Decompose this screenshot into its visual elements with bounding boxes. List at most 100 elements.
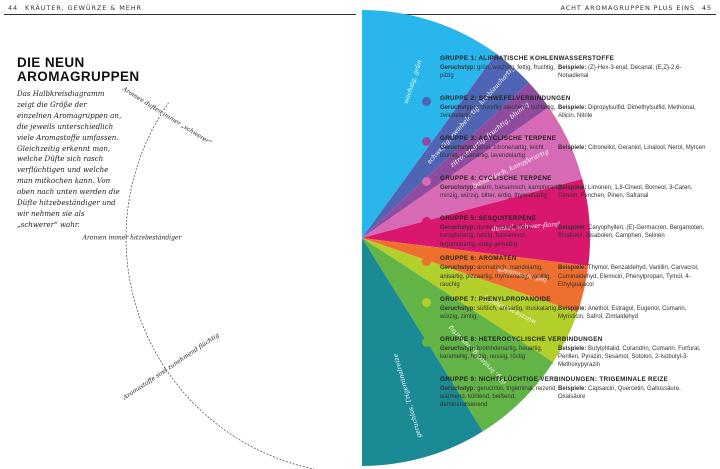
guide-arc-labels: Aromen duften immer „schwerer“ Aromen imm… [82, 85, 221, 402]
beispiele-text: Thymol, Benzaldehyd, Vanillin, Carvacrol… [558, 265, 699, 288]
beispiele-label: Beispiele: [558, 305, 587, 312]
chart-segment-9 [362, 238, 483, 466]
group-geruchstyp: Geruchstyp: floral, zitronenartig, leich… [440, 144, 564, 160]
beispiele-text: Limonen, 1,8-Cineol, Borneol, 3-Caren, C… [558, 185, 693, 200]
beispiele-text: Dipropylsulfid, Dimethylsulfid, Methiona… [558, 105, 696, 120]
geruchstyp-text: warm, balsamisch, kampferartig, minzig, … [440, 185, 564, 200]
group-color-dot [422, 177, 431, 187]
group-beispiele: Beispiele: Thymol, Benzaldehyd, Vanillin… [558, 264, 708, 288]
geruchstyp-label: Geruchstyp: [440, 225, 476, 232]
group-geruchstyp: Geruchstyp: warm, balsamisch, kampferart… [440, 184, 564, 200]
geruchstyp-text: brotrindenartig, heuartig, karamellig, h… [440, 345, 543, 360]
aroma-group-9: GRUPPE 9: NICHTFLÜCHTIGE VERBINDUNGEN: T… [418, 376, 708, 416]
geruchstyp-label: Geruchstyp: [440, 65, 476, 71]
geruchstyp-text: schweflig stechend, kohlartig, zwiebelar… [440, 105, 556, 120]
guide-arc-label-2: Aromen immer hitzebeständiger [82, 235, 183, 242]
geruchstyp-text: aromatisch, mandelartig, anisartig, pizz… [440, 265, 552, 288]
chart-segment-4 [362, 107, 583, 238]
page-number-left: 44 [8, 4, 19, 12]
group-beispiele: Beispiele: Butylphtalid, Corandrin, Cuma… [558, 345, 708, 369]
group-beispiele: Beispiele: Anethol, Estragol, Eugenol, C… [558, 305, 708, 321]
geruchstyp-text: floral, zitronenartig, leicht blumig, ro… [440, 145, 544, 160]
geruchstyp-text: geruchlos, trigeminal, reizend, wärmend,… [440, 385, 558, 408]
page-title-line-2: AROMAGRUPPEN [17, 69, 140, 84]
group-geruchstyp: Geruchstyp: brotrindenartig, heuartig, k… [440, 345, 564, 361]
chart-segment-6 [362, 238, 589, 313]
group-geruchstyp: Geruchstyp: aromatisch, mandelartig, ani… [440, 264, 564, 288]
group-geruchstyp: Geruchstyp: dunkel, schwer-floral, kampf… [440, 224, 564, 248]
group-beispiele: Beispiele: Limonen, 1,8-Cineol, Borneol,… [558, 184, 708, 200]
aroma-group-3: GRUPPE 3: ACYCLISCHE TERPENE Geruchstyp: … [418, 135, 708, 175]
group-geruchstyp: Geruchstyp: schweflig stechend, kohlarti… [440, 104, 564, 120]
beispiele-text: Butylphtalid, Corandrin, Cumarin, Furfur… [558, 345, 701, 368]
header-rule-left [4, 14, 356, 15]
group-title: GRUPPE 4: CYCLISCHE TERPENE [440, 175, 552, 183]
chart-segments [362, 10, 590, 466]
aroma-group-8: GRUPPE 8: HETEROCYCLISCHE VERBINDUNGEN Ge… [418, 336, 708, 376]
group-color-dot [422, 257, 431, 267]
group-title: GRUPPE 5: SESQUITERPENE [440, 215, 537, 223]
beispiele-label: Beispiele: [558, 145, 587, 152]
group-beispiele: Beispiele: Capsaicin, Quercetin, Galluss… [558, 385, 708, 401]
running-title-right: ACHT AROMAGRUPPEN PLUS EINS [560, 4, 695, 12]
beispiele-label: Beispiele: [558, 65, 587, 71]
group-title: GRUPPE 7: PHENYLPROPANOIDE [440, 295, 551, 303]
geruchstyp-label: Geruchstyp: [440, 145, 476, 152]
geruchstyp-label: Geruchstyp: [440, 345, 476, 352]
beispiele-label: Beispiele: [558, 105, 587, 112]
aroma-group-7: GRUPPE 7: PHENYLPROPANOIDE Geruchstyp: sü… [418, 296, 708, 336]
geruchstyp-text: grün, wachsig, fettig, fruchtig, pilzig [440, 65, 556, 80]
beispiele-label: Beispiele: [558, 225, 587, 232]
guide-arc-label-1: Aromen duften immer „schwerer“ [120, 85, 212, 146]
group-color-dot [422, 217, 431, 227]
page-title-line-1: DIE NEUN [17, 55, 85, 70]
beispiele-label: Beispiele: [558, 185, 587, 192]
group-color-dot [422, 57, 431, 66]
chart-segment-5 [362, 178, 590, 266]
group-color-dot [422, 137, 431, 147]
group-title: GRUPPE 3: ACYCLISCHE TERPENE [440, 135, 557, 143]
chart-segment-8 [362, 238, 554, 432]
aroma-group-5: GRUPPE 5: SESQUITERPENE Geruchstyp: dunke… [418, 215, 708, 255]
intro-text: Das Halbkreisdiagramm zeigt die Größe de… [17, 89, 122, 229]
group-beispiele: Beispiele: Citronellol, Geraniol, Linalo… [558, 144, 708, 152]
legend: GRUPPE 1: ALIPHATISCHE KOHLENWASSERSTOFF… [418, 55, 708, 416]
group-title: GRUPPE 1: ALIPHATISCHE KOHLENWASSERSTOFF… [440, 55, 615, 62]
aroma-group-4: GRUPPE 4: CYCLISCHE TERPENE Geruchstyp: w… [418, 175, 708, 215]
beispiele-text: (Z)-Hex-3-enal, Decanal, (E,Z)-2,6-Nonad… [558, 65, 682, 80]
beispiele-text: Caryophyllen, (E)-Germacren, Bergamoten,… [558, 225, 705, 240]
page-number-right: 45 [701, 4, 712, 12]
group-geruchstyp: Geruchstyp: geruchlos, trigeminal, reize… [440, 385, 564, 409]
geruchstyp-label: Geruchstyp: [440, 305, 476, 312]
chart-segment-7 [362, 238, 578, 363]
aroma-group-2: GRUPPE 2: SCHWEFELVERBINDUNGEN Geruchstyp… [418, 95, 708, 135]
group-geruchstyp: Geruchstyp: süßlich, anisartig, muskatar… [440, 305, 564, 321]
group-title: GRUPPE 8: HETEROCYCLISCHE VERBINDUNGEN [440, 335, 603, 343]
geruchstyp-label: Geruchstyp: [440, 265, 476, 272]
geruchstyp-text: süßlich, anisartig, muskatartig, würzig,… [440, 305, 559, 320]
group-beispiele: Beispiele: Caryophyllen, (E)-Germacren, … [558, 224, 708, 240]
geruchstyp-text: dunkel, schwer-floral, kampferartig, hol… [440, 225, 534, 248]
guide-arc-label-3: Aromastoffe sind zunehmend flüchtig [121, 332, 220, 402]
group-title: GRUPPE 2: SCHWEFELVERBINDUNGEN [440, 95, 571, 103]
chart-segment-2 [362, 53, 529, 238]
group-color-dot [422, 377, 431, 387]
header-left: 44 KRÄUTER, GEWÜRZE & MEHR [4, 4, 142, 12]
group-color-dot [422, 337, 431, 347]
group-title: GRUPPE 9: NICHTFLÜCHTIGE VERBINDUNGEN: T… [440, 375, 669, 383]
beispiele-text: Capsaicin, Quercetin, Gallussäure, Oxals… [558, 385, 681, 400]
chart-segment-3 [362, 82, 549, 239]
guide-arc [125, 102, 316, 469]
group-color-dot [422, 97, 431, 107]
geruchstyp-label: Geruchstyp: [440, 105, 476, 112]
running-title-left: KRÄUTER, GEWÜRZE & MEHR [25, 4, 142, 12]
aroma-group-6: GRUPPE 6: AROMATEN Geruchstyp: aromatisch… [418, 255, 708, 295]
group-geruchstyp: Geruchstyp: grün, wachsig, fettig, fruch… [440, 64, 564, 80]
geruchstyp-label: Geruchstyp: [440, 185, 476, 192]
beispiele-text: Citronellol, Geraniol, Linalool, Nerol, … [588, 145, 706, 152]
group-beispiele: Beispiele: (Z)-Hex-3-enal, Decanal, (E,Z… [558, 64, 708, 80]
beispiele-label: Beispiele: [558, 345, 587, 352]
group-title: GRUPPE 6: AROMATEN [440, 255, 517, 263]
group-color-dot [422, 297, 431, 307]
